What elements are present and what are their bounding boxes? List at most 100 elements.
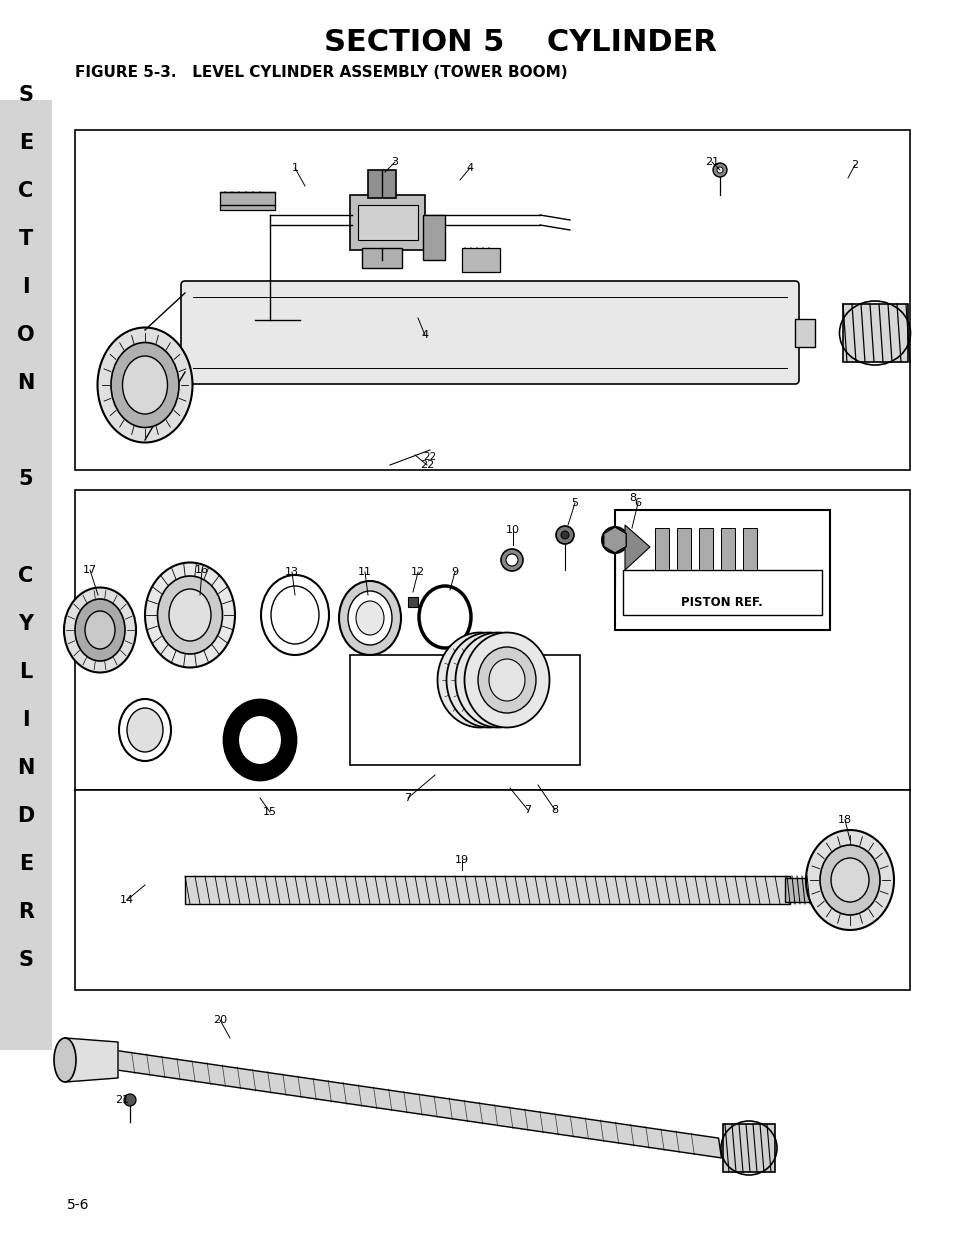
Bar (408, 597, 417, 606)
Ellipse shape (607, 534, 621, 547)
Ellipse shape (459, 647, 517, 713)
Text: S: S (18, 950, 33, 969)
Text: 7: 7 (524, 805, 531, 815)
Ellipse shape (157, 576, 222, 655)
Text: S: S (18, 85, 33, 105)
Ellipse shape (64, 588, 136, 673)
Text: 5-6: 5-6 (67, 1198, 90, 1212)
Text: 5: 5 (19, 469, 33, 489)
Bar (677, 529, 690, 571)
Text: E: E (19, 853, 33, 874)
Text: 21: 21 (114, 1095, 129, 1105)
Ellipse shape (111, 342, 179, 427)
Ellipse shape (355, 601, 384, 635)
Ellipse shape (145, 562, 234, 667)
Bar (368, 170, 395, 198)
Bar (622, 571, 821, 615)
Ellipse shape (75, 599, 125, 661)
Text: PISTON REF.: PISTON REF. (680, 595, 762, 609)
Text: 16: 16 (194, 564, 209, 576)
Ellipse shape (461, 659, 497, 701)
Text: I: I (22, 710, 30, 730)
Text: 22: 22 (419, 459, 434, 471)
Ellipse shape (85, 611, 115, 650)
Text: 9: 9 (451, 567, 458, 577)
Text: 10: 10 (505, 525, 519, 535)
Bar (350, 655, 579, 764)
Ellipse shape (119, 699, 171, 761)
Ellipse shape (830, 858, 868, 902)
Ellipse shape (500, 550, 522, 571)
Bar (422, 215, 444, 261)
Bar (842, 304, 907, 362)
Bar (720, 529, 734, 571)
Text: I: I (22, 277, 30, 298)
Polygon shape (113, 1050, 720, 1158)
Ellipse shape (455, 632, 540, 727)
Polygon shape (624, 525, 649, 571)
Ellipse shape (479, 659, 516, 701)
Ellipse shape (601, 527, 627, 553)
Text: 6: 6 (634, 498, 640, 508)
Text: 13: 13 (285, 567, 298, 577)
Text: 22: 22 (423, 452, 436, 462)
Ellipse shape (805, 830, 893, 930)
Ellipse shape (451, 647, 509, 713)
Bar (784, 878, 814, 902)
Bar (75, 490, 909, 790)
Text: SECTION 5    CYLINDER: SECTION 5 CYLINDER (323, 27, 716, 57)
Ellipse shape (54, 1037, 76, 1082)
Ellipse shape (469, 647, 526, 713)
Ellipse shape (169, 589, 211, 641)
Text: 19: 19 (455, 855, 469, 864)
Ellipse shape (224, 700, 295, 781)
Text: 21: 21 (704, 157, 719, 167)
Ellipse shape (464, 632, 549, 727)
Text: 7: 7 (404, 793, 411, 803)
Text: N: N (17, 758, 34, 778)
Text: 8: 8 (551, 805, 558, 815)
Text: 2: 2 (850, 161, 858, 170)
Ellipse shape (338, 580, 400, 655)
Text: E: E (19, 133, 33, 153)
Text: 18: 18 (837, 815, 851, 825)
Ellipse shape (505, 555, 517, 566)
Ellipse shape (477, 647, 536, 713)
Ellipse shape (97, 327, 193, 442)
Bar (461, 248, 499, 272)
Text: Y: Y (18, 614, 33, 634)
Ellipse shape (556, 526, 574, 543)
Text: 15: 15 (263, 806, 276, 818)
Ellipse shape (560, 531, 568, 538)
Text: 3: 3 (391, 157, 398, 167)
Bar (742, 529, 757, 571)
Text: R: R (18, 902, 34, 923)
Text: 4: 4 (466, 163, 473, 173)
Text: L: L (19, 662, 32, 682)
Bar (361, 248, 401, 268)
Bar (357, 205, 417, 240)
Bar (615, 510, 829, 630)
Text: T: T (19, 230, 33, 249)
Ellipse shape (127, 708, 163, 752)
Text: O: O (17, 325, 34, 346)
Text: 20: 20 (213, 1015, 227, 1025)
Ellipse shape (271, 585, 318, 643)
Text: 1: 1 (292, 163, 298, 173)
Bar (794, 319, 814, 347)
Ellipse shape (418, 585, 471, 648)
Bar (655, 529, 668, 571)
Text: 8: 8 (629, 493, 636, 503)
Circle shape (712, 163, 726, 177)
Bar (0, 100, 52, 1050)
Bar (75, 790, 909, 990)
Text: D: D (17, 805, 34, 826)
Bar (699, 529, 712, 571)
Text: 12: 12 (411, 567, 425, 577)
Bar (350, 195, 424, 249)
Polygon shape (65, 1037, 118, 1082)
Ellipse shape (261, 576, 329, 655)
Text: C: C (18, 182, 33, 201)
FancyBboxPatch shape (181, 282, 799, 384)
Text: C: C (18, 566, 33, 585)
